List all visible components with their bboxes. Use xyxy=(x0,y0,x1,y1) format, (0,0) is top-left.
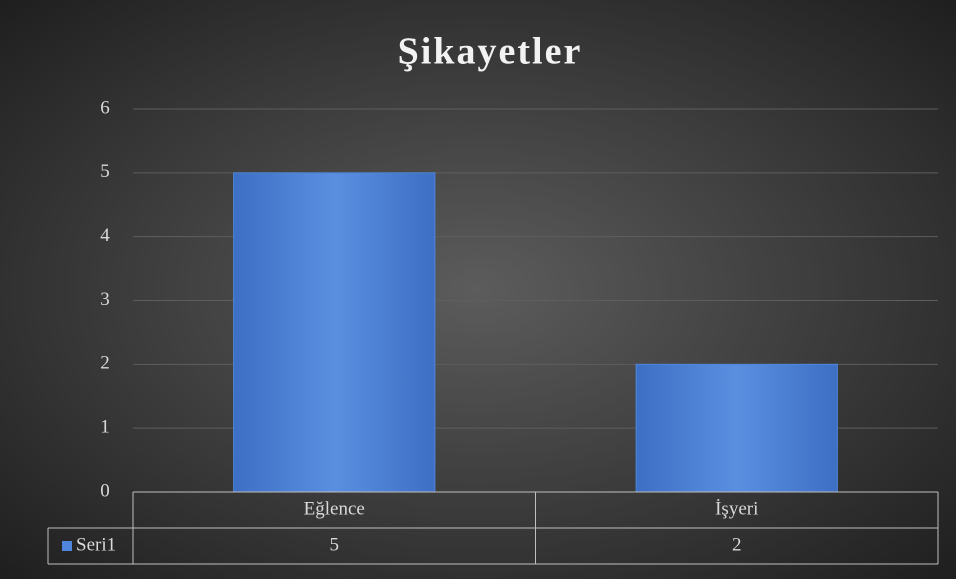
table-value: 5 xyxy=(330,534,340,555)
legend-label: Seri1 xyxy=(76,534,116,555)
y-tick-label: 0 xyxy=(100,480,110,501)
x-tick-label: Eğlence xyxy=(304,498,365,519)
bar xyxy=(233,172,436,493)
y-tick-label: 1 xyxy=(100,417,110,438)
bar xyxy=(635,363,838,493)
chart-title: Şikayetler xyxy=(398,31,583,73)
y-tick-label: 5 xyxy=(100,161,110,182)
y-tick-label: 4 xyxy=(100,225,110,246)
y-tick-label: 3 xyxy=(100,289,110,310)
table-value: 2 xyxy=(732,534,742,555)
y-tick-label: 6 xyxy=(100,97,110,118)
legend-marker xyxy=(62,541,72,551)
y-tick-label: 2 xyxy=(100,353,110,374)
x-tick-label: İşyeri xyxy=(715,498,758,519)
